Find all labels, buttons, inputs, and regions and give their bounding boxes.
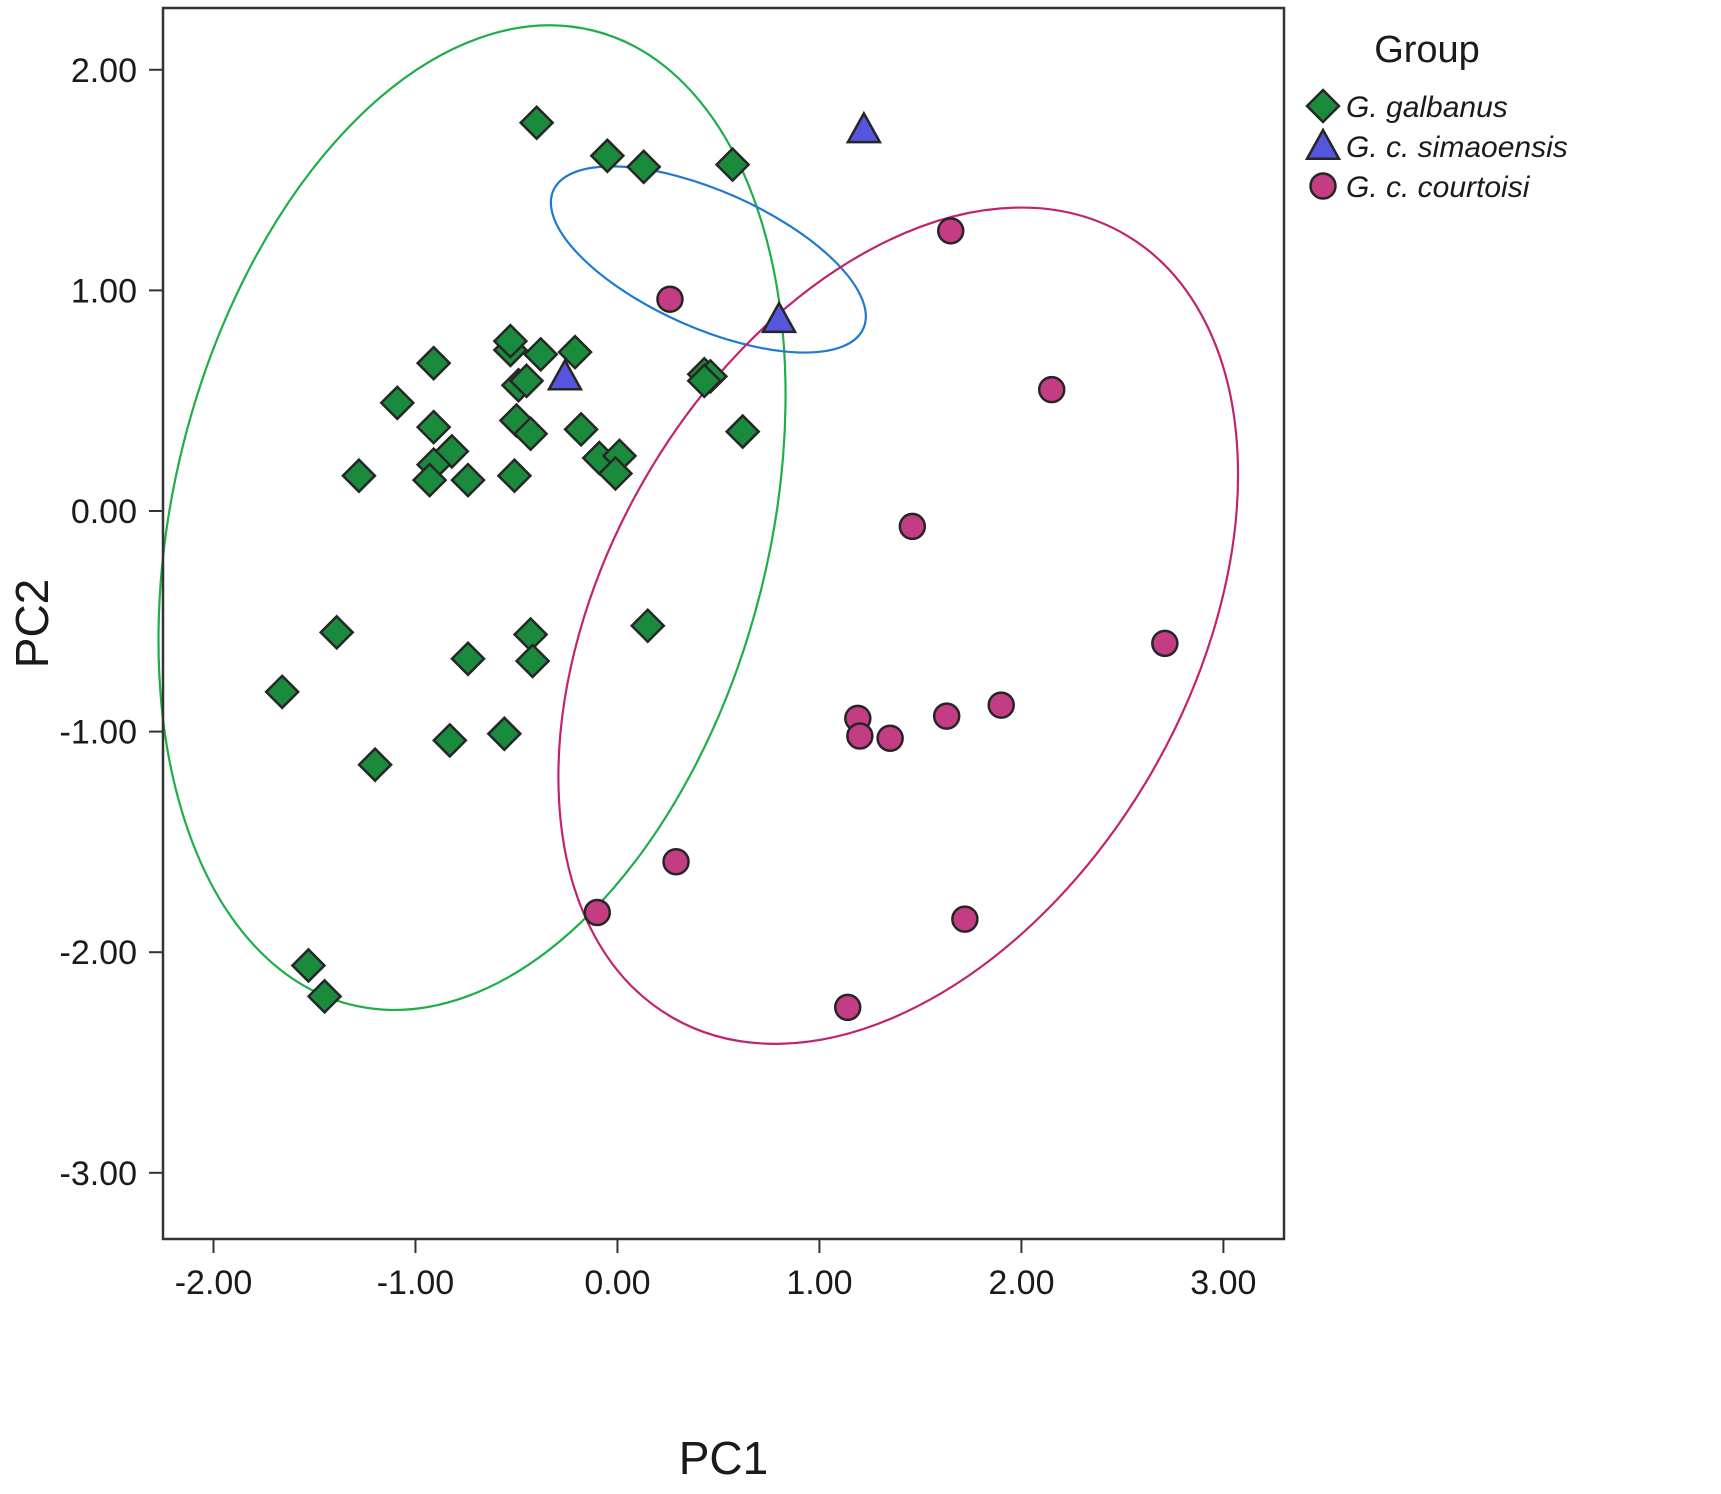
- legend-diamond-marker: [1305, 88, 1341, 124]
- diamond-point: [341, 457, 377, 494]
- circle-point: [656, 285, 684, 313]
- circle-point: [833, 993, 862, 1022]
- y-axis: 2.00 1.00 0.00 -1.00 -2.00 -3.00: [60, 52, 163, 1193]
- legend-label: G. c. simaoensis: [1346, 131, 1568, 164]
- diamond-point: [686, 363, 723, 399]
- plot-area-frame: [161, 6, 1286, 1241]
- x-tick-label: -1.00: [377, 1264, 455, 1302]
- y-tick-label: -1.00: [60, 714, 138, 752]
- diamond-point: [492, 323, 529, 359]
- circle-point: [936, 217, 965, 245]
- diamond-point: [557, 334, 593, 370]
- x-tick-label: -2.00: [175, 1264, 253, 1302]
- diamond-point: [714, 146, 751, 183]
- x-tick-label: 2.00: [988, 1264, 1054, 1302]
- diamond-point: [724, 413, 761, 450]
- diamond-point: [625, 149, 662, 185]
- diamond-point: [512, 416, 549, 452]
- x-tick-label: 1.00: [786, 1264, 852, 1302]
- circle-point: [898, 512, 927, 541]
- x-axis-title: PC1: [679, 1432, 768, 1484]
- x-tick-label: 3.00: [1190, 1264, 1256, 1302]
- diamond-point: [518, 104, 555, 141]
- diamond-point: [264, 674, 300, 710]
- circle-point: [951, 905, 979, 933]
- diamond-point: [450, 462, 486, 498]
- diamond-point: [318, 614, 355, 651]
- circle-point: [932, 702, 961, 730]
- diamond-point: [411, 462, 448, 498]
- legend-triangle-marker: [1304, 127, 1342, 161]
- circle-point: [987, 691, 1015, 719]
- diamond-point: [508, 363, 545, 399]
- diamond-point: [597, 455, 634, 492]
- diamond-point: [522, 336, 559, 373]
- diamond-point: [629, 607, 666, 644]
- diamond-point: [379, 385, 416, 421]
- circle-point: [583, 898, 612, 927]
- circle-point: [846, 722, 874, 750]
- diamond-point: [496, 457, 533, 494]
- circle-point: [1037, 375, 1066, 404]
- triangle-point: [760, 300, 798, 334]
- circle-point: [662, 848, 690, 876]
- triangle-point: [546, 357, 584, 391]
- legend: Group G. galbanus G. c. simaoensis G. c. c…: [1304, 29, 1568, 204]
- ellipse: [549, 165, 867, 354]
- diamond-point: [450, 641, 486, 677]
- y-axis-title: PC2: [6, 579, 58, 668]
- diamond-point: [306, 978, 343, 1015]
- legend-label: G. c. courtoisi: [1346, 171, 1531, 204]
- diamond-point: [514, 643, 551, 679]
- triangle-point: [845, 110, 883, 144]
- diamond-point: [589, 138, 626, 174]
- diamond-point: [415, 409, 452, 445]
- x-axis: -2.00 -1.00 0.00 1.00 2.00 3.00: [175, 1239, 1256, 1302]
- ellipse: [557, 206, 1240, 1045]
- data-points: [264, 104, 1179, 1022]
- legend-title: Group: [1374, 29, 1480, 71]
- diamond-point: [290, 947, 327, 984]
- ellipse: [157, 24, 787, 1011]
- legend-circle-marker: [1309, 172, 1337, 200]
- y-tick-label: -3.00: [60, 1155, 138, 1193]
- diamond-point: [563, 411, 599, 448]
- diamond-point: [357, 746, 393, 783]
- y-tick-label: -2.00: [60, 934, 138, 972]
- x-tick-label: 0.00: [584, 1264, 650, 1302]
- legend-label: G. galbanus: [1346, 91, 1508, 124]
- diamond-point: [486, 716, 523, 752]
- circle-point: [876, 724, 904, 752]
- y-tick-label: 2.00: [71, 52, 137, 90]
- circle-point: [1151, 629, 1179, 658]
- diamond-point: [415, 345, 452, 381]
- y-tick-label: 0.00: [71, 493, 137, 531]
- confidence-ellipses: [157, 24, 1240, 1045]
- y-tick-label: 1.00: [71, 272, 137, 310]
- diamond-point: [432, 722, 468, 759]
